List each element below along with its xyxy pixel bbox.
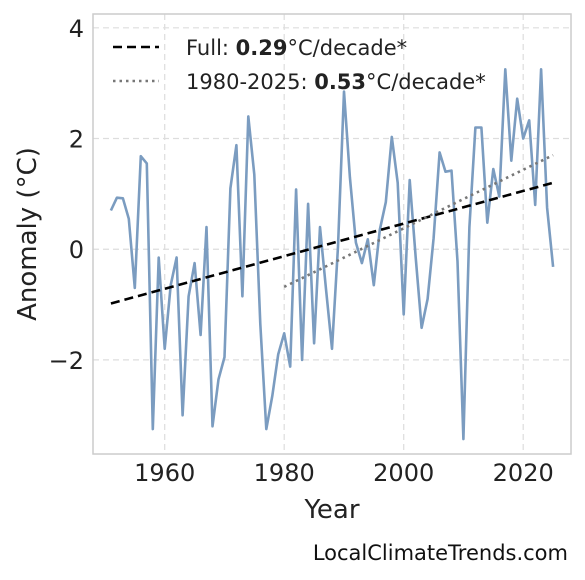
series-layer bbox=[109, 68, 555, 441]
plot-background bbox=[93, 14, 571, 454]
y-tick-label: 0 bbox=[69, 236, 84, 264]
legend-label-recent: 1980-2025: 0.53°C/decade* bbox=[186, 70, 486, 94]
x-tick-label: 2020 bbox=[493, 459, 554, 487]
trend-line-recent bbox=[283, 153, 554, 289]
y-tick-labels: 4 2 0 −2 bbox=[49, 15, 84, 375]
x-axis-label: Year bbox=[303, 495, 359, 525]
x-tick-labels: 1960 1980 2000 2020 bbox=[134, 459, 554, 487]
y-axis-label: Anomaly (°C) bbox=[13, 147, 43, 321]
trend-layer bbox=[110, 153, 554, 305]
series-line bbox=[109, 68, 555, 441]
legend: Full: 0.29°C/decade* 1980-2025: 0.53°C/d… bbox=[113, 36, 486, 94]
x-tick-label: 2000 bbox=[373, 459, 434, 487]
x-tick-label: 1980 bbox=[254, 459, 315, 487]
y-tick-label: 4 bbox=[69, 15, 84, 43]
plot-frame bbox=[92, 13, 572, 455]
y-tick-label: −2 bbox=[49, 347, 84, 375]
trend-line-full bbox=[110, 181, 554, 305]
y-tick-label: 2 bbox=[69, 126, 84, 154]
source-credit: LocalClimateTrends.com bbox=[313, 541, 568, 565]
legend-label-full: Full: 0.29°C/decade* bbox=[186, 36, 407, 60]
grid bbox=[93, 14, 571, 454]
x-tick-label: 1960 bbox=[134, 459, 195, 487]
